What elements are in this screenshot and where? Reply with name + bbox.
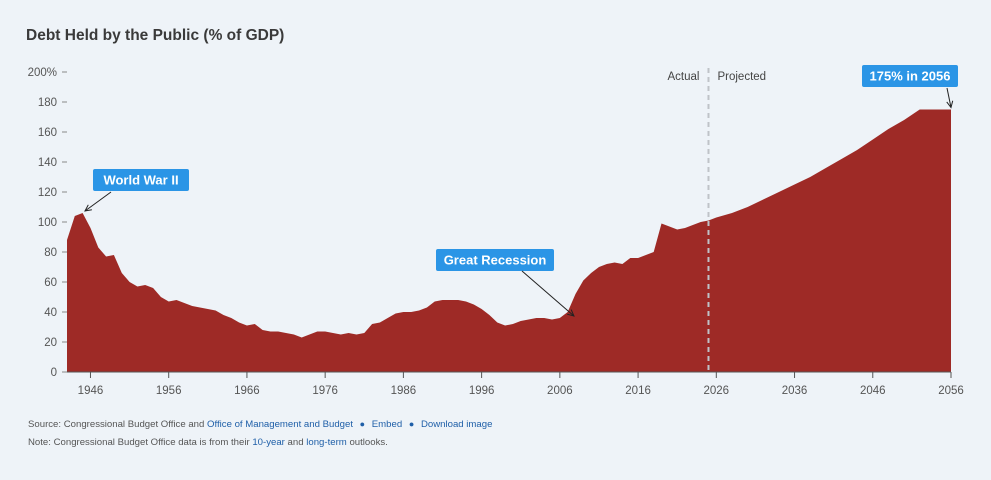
y-tick-label: 20 [44,337,57,349]
y-tick-label: 140 [38,157,57,169]
callout-arrow-icon [946,87,952,108]
y-axis: 0 20 40 60 80 100 120 140 160 180 200% [28,67,67,379]
x-tick-label: 1946 [78,385,104,397]
x-tick-label: 1976 [312,385,338,397]
x-tick-label: 2036 [782,385,808,397]
actual-label: Actual [668,71,700,83]
annotation-callout: 175% in 2056 [862,65,958,109]
y-tick-label: 80 [44,247,57,259]
y-tick-label: 180 [38,97,57,109]
x-tick-label: 2006 [547,385,573,397]
arrowhead-icon [946,100,954,109]
y-tick-label: 0 [51,367,57,379]
embed-link[interactable]: Embed [371,419,403,430]
x-tick-label: 1986 [391,385,417,397]
y-tick-label: 60 [44,277,57,289]
debt-area-series [67,109,951,372]
y-tick-label: 160 [38,127,57,139]
x-tick-label: 1956 [156,385,182,397]
callout-arrow-icon [521,270,575,317]
annotation-callout: Great Recession [436,249,575,317]
source-prefix: Source: Congressional Budget Office and [28,419,205,430]
arrowhead-icon [567,309,575,317]
source-line: Source: Congressional Budget Office and … [28,419,492,430]
callout-box [436,249,554,271]
y-tick-label: 120 [38,187,57,199]
callout-box [862,65,958,87]
y-tick-label: 200% [28,67,57,79]
note-suffix: outlooks. [349,437,388,448]
note-mid: and [287,437,304,448]
x-tick-label: 2026 [704,385,730,397]
y-tick-label: 100 [38,217,57,229]
x-axis: 1946 1956 1966 1976 1986 1996 2006 2016 2026 2036… [78,372,964,397]
ten-year-outlook-link[interactable]: 10-year [252,437,285,448]
callout-arrow-icon [84,191,112,212]
callout-box [93,169,189,191]
x-tick-label: 1996 [469,385,495,397]
x-tick-label: 2016 [625,385,651,397]
arrowhead-icon [84,204,92,212]
omb-link[interactable]: Office of Management and Budget [207,419,353,430]
callout-label: 175% in 2056 [870,69,951,84]
x-tick-label: 1966 [234,385,260,397]
callout-label: Great Recession [444,253,547,268]
chart-title: Debt Held by the Public (% of GDP) [26,27,285,44]
y-tick-label: 40 [44,307,57,319]
note-line: Note: Congressional Budget Office data i… [28,437,388,448]
callout-label: World War II [103,173,178,188]
note-prefix: Note: Congressional Budget Office data i… [28,437,250,448]
annotations: World War II Great Recession 175% in 2056 [84,65,958,317]
separator-dot-icon: ● [359,419,366,429]
x-tick-label: 2056 [938,385,964,397]
download-image-link[interactable]: Download image [420,419,493,430]
separator-dot-icon: ● [408,419,415,429]
projected-label: Projected [717,71,766,83]
long-term-outlook-link[interactable]: long-term [306,437,347,448]
annotation-callout: World War II [84,169,189,212]
x-tick-label: 2046 [860,385,886,397]
